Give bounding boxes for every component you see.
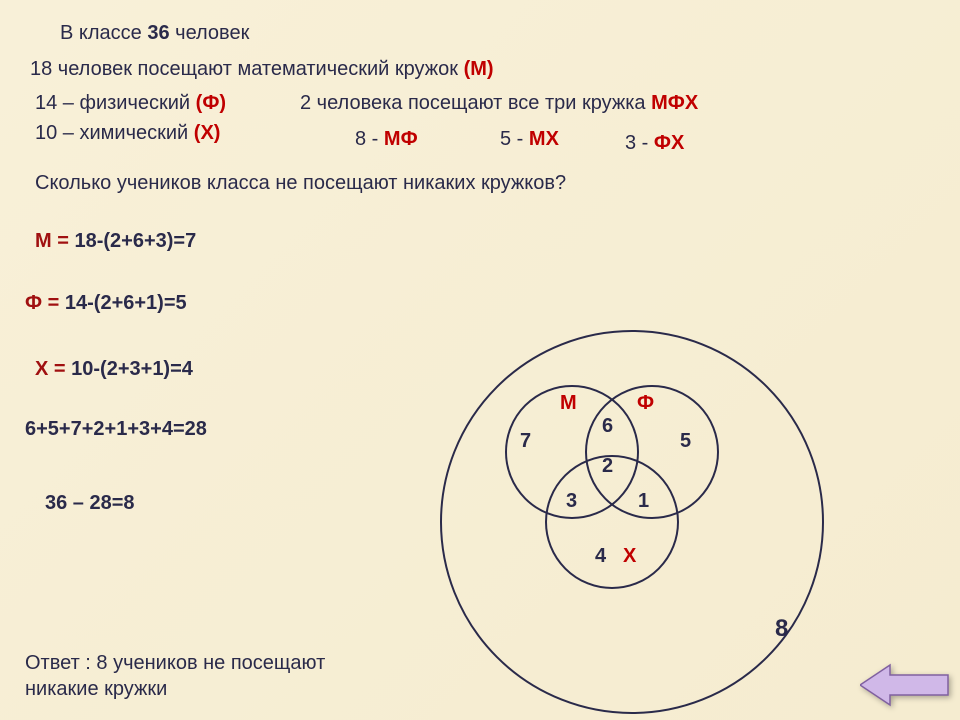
solution-answer: Ответ : 8 учеников не посещают никакие к… [25, 650, 355, 702]
solution-f: Ф = 14-(2+6+1)=5 [25, 292, 187, 315]
solution-final: 36 – 28=8 [45, 492, 135, 515]
num-only-m: 7 [520, 430, 531, 453]
problem-line2: 18 человек посещают математический кружо… [30, 58, 494, 81]
problem-line8: 3 - ФХ [625, 132, 684, 155]
back-arrow-icon[interactable] [860, 660, 950, 710]
num-mf: 6 [602, 415, 613, 438]
problem-question: Сколько учеников класса не посещают ника… [35, 172, 566, 195]
problem-line5: 2 человека посещают все три кружка МФХ [300, 92, 698, 115]
problem-line1: В классе 36 человек [60, 22, 249, 45]
num-mfx: 2 [602, 455, 613, 478]
label-f: Ф [637, 392, 654, 415]
problem-line4: 10 – химический (Х) [35, 122, 220, 145]
num-outside: 8 [775, 615, 788, 643]
problem-line3: 14 – физический (Ф) [35, 92, 226, 115]
solution-m: М = 18-(2+6+3)=7 [35, 230, 196, 253]
solution-x: Х = 10-(2+3+1)=4 [35, 358, 193, 381]
num-mx: 3 [566, 490, 577, 513]
label-x: Х [623, 545, 636, 568]
problem-line6: 8 - МФ [355, 128, 418, 151]
label-m: М [560, 392, 577, 415]
venn-diagram: М Ф Х 7 5 4 6 3 1 2 8 [380, 330, 940, 710]
num-only-x: 4 [595, 545, 606, 568]
num-only-f: 5 [680, 430, 691, 453]
num-fx: 1 [638, 490, 649, 513]
solution-sum: 6+5+7+2+1+3+4=28 [25, 418, 207, 441]
problem-line7: 5 - МХ [500, 128, 559, 151]
